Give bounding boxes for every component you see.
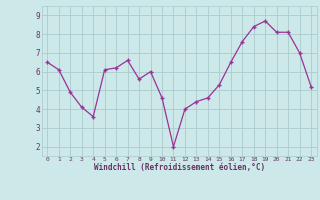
X-axis label: Windchill (Refroidissement éolien,°C): Windchill (Refroidissement éolien,°C) bbox=[94, 163, 265, 172]
